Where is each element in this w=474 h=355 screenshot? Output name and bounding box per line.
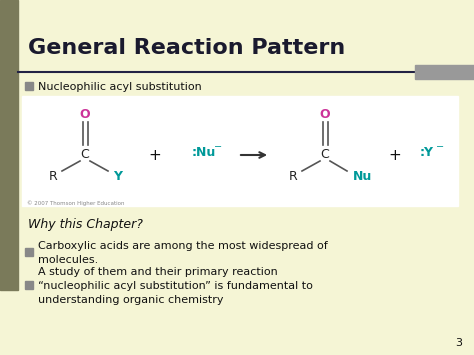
Text: O: O xyxy=(319,109,330,121)
Text: C: C xyxy=(81,148,90,162)
Text: +: + xyxy=(389,147,401,163)
Text: R: R xyxy=(289,170,297,184)
Text: Nu: Nu xyxy=(354,170,373,184)
Bar xyxy=(25,281,33,289)
Bar xyxy=(0,0,18,290)
Text: :Nu: :Nu xyxy=(192,147,216,159)
Text: R: R xyxy=(49,170,57,184)
Text: :Y: :Y xyxy=(420,147,434,159)
Text: C: C xyxy=(320,148,329,162)
Text: −: − xyxy=(436,142,444,152)
Text: General Reaction Pattern: General Reaction Pattern xyxy=(28,38,345,58)
Text: Carboxylic acids are among the most widespread of
molecules.: Carboxylic acids are among the most wide… xyxy=(38,241,328,266)
Text: −: − xyxy=(214,142,222,152)
Text: O: O xyxy=(80,109,91,121)
Bar xyxy=(415,65,474,79)
Bar xyxy=(25,248,33,256)
Text: A study of them and their primary reaction
“nucleophilic acyl substitution” is f: A study of them and their primary reacti… xyxy=(38,267,313,305)
Text: Nucleophilic acyl substitution: Nucleophilic acyl substitution xyxy=(38,82,202,92)
Bar xyxy=(25,82,33,90)
Text: 3: 3 xyxy=(455,338,462,348)
Text: Y: Y xyxy=(113,170,122,184)
Bar xyxy=(22,96,458,206)
Text: © 2007 Thomson Higher Education: © 2007 Thomson Higher Education xyxy=(27,200,125,206)
Text: +: + xyxy=(149,147,161,163)
Text: Why this Chapter?: Why this Chapter? xyxy=(28,218,143,231)
